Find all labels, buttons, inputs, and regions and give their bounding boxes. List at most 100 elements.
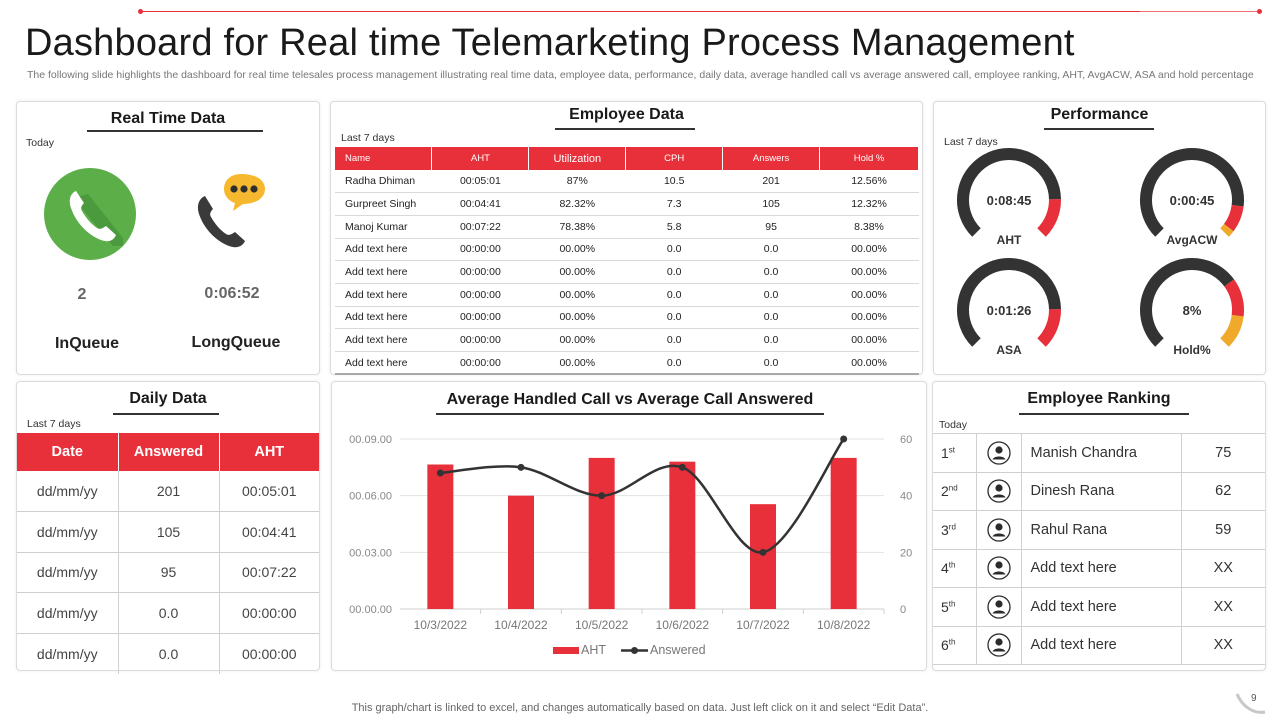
cell: 8.38% [819,215,919,239]
cell: Add text here [335,238,433,262]
avatar [976,510,1022,550]
user-avatar-icon [986,441,1011,465]
ranking-row: 5th Add text here XX [933,587,1265,627]
employee-data-period: Last 7 days [341,132,395,144]
gauge-value: 0:01:26 [987,303,1032,318]
bar-aht[interactable] [588,457,615,609]
answered-point[interactable] [840,435,848,443]
table-row: dd/mm/yy 95 00:07:22 [17,552,319,593]
table-row: Add text here 00:00:00 00.00% 0.0 0.0 00.00% [335,328,919,352]
x-axis-tick: 10/4/2022 [494,618,548,632]
cell: 0.0 [722,260,821,284]
answered-point[interactable] [678,463,686,471]
cell: 00.00% [528,238,627,262]
left-axis-tick: 00.06.00 [349,491,392,503]
employee-ranking-panel: Employee Ranking Today 1st Manish Chandra… [932,381,1266,671]
table-row: Add text here 00:00:00 00.00% 0.0 0.0 00.00% [335,351,919,376]
employee-name: Add text here [1021,549,1182,588]
rank-position: 6th [933,626,977,665]
left-axis-tick: 00.09.00 [349,434,392,446]
user-avatar-icon [986,633,1011,657]
title-underline [87,130,263,132]
cell: 95 [118,552,220,593]
table-row: Gurpreet Singh 00:04:41 82.32% 7.3 105 12.32% [335,192,919,216]
cell: 00:05:01 [219,471,319,512]
table-row: Add text here 00:00:00 00.00% 0.0 0.0 00.00% [335,306,919,330]
cell: 00.00% [819,328,919,352]
rank-suffix: nd [948,483,958,493]
table-row: Add text here 00:00:00 00.00% 0.0 0.0 00.00% [335,260,919,284]
cell: 78.38% [528,215,627,239]
cell: 00:04:41 [219,511,319,553]
cell: 0.0 [625,283,724,307]
user-avatar-icon [986,479,1011,503]
answered-point[interactable] [436,469,444,477]
header-aht: AHT [431,147,530,170]
header-date: Date [17,433,119,471]
gauge-accent [1220,223,1234,237]
gauge-value: 8% [1183,303,1202,318]
performance-panel: Performance Last 7 days 0:08:45 AHT 0:00:4… [933,101,1266,375]
header-name: Name [335,147,433,170]
cell: 0.0 [625,238,724,262]
gauge-accent [1223,204,1244,232]
employee-name: Dinesh Rana [1021,472,1182,511]
performance-gauges: 0:08:45 AHT 0:00:45 AvgACW 0:01:26 ASA 8% Hold% [957,148,1244,357]
rank-suffix: st [948,445,956,455]
cell: Add text here [335,328,433,352]
cell: 0.0 [722,306,821,330]
gauge-label: AHT [997,233,1022,247]
table-header-row: Date Answered AHT [17,433,319,471]
x-axis-tick: 10/5/2022 [575,618,629,632]
title-underline [1019,413,1189,415]
table-row: dd/mm/yy 201 00:05:01 [17,471,319,512]
cell: Add text here [335,260,433,284]
answered-point[interactable] [517,463,525,471]
cell: Add text here [335,283,433,307]
legend-aht-label: AHT [581,643,606,657]
employee-score: 59 [1181,510,1265,550]
bar-aht[interactable] [427,464,454,610]
title-underline [113,413,219,415]
x-axis-tick: 10/8/2022 [817,618,871,632]
employee-score: XX [1181,626,1265,665]
bar-aht[interactable] [669,461,696,609]
ranking-period: Today [939,419,968,431]
cell: 00.00% [528,351,627,376]
cell: 82.32% [528,192,627,216]
bar-aht[interactable] [508,495,534,609]
daily-data-table: Date Answered AHT dd/mm/yy 201 00:05:01 dd… [17,433,319,674]
bar-aht[interactable] [750,504,776,609]
table-row: Radha Dhiman 00:05:01 87% 10.5 201 12.56% [335,170,919,194]
cell: 00:00:00 [242,645,297,662]
cell: 00.00% [528,260,627,284]
ranking-row: 3rd Rahul Rana 59 [933,510,1265,550]
cell: Add text here [335,306,433,330]
cell: 0.0 [625,351,724,376]
bar-aht[interactable] [830,457,857,609]
rank-number: 1 [941,444,949,461]
in-queue-label: InQueue [54,335,119,352]
gauge-accent [1037,309,1061,347]
cell: 00:04:41 [431,192,530,216]
cell: 10.5 [625,170,724,194]
answered-point[interactable] [759,548,767,556]
answered-point[interactable] [598,492,606,500]
gauge-value: 0:08:45 [987,193,1032,208]
rank-suffix: th [948,599,956,609]
legend-answered-marker [631,647,638,654]
cell: dd/mm/yy [17,552,119,593]
cell: 00:05:01 [431,170,530,194]
cell: 00.00% [819,260,919,284]
cell: 00.00% [819,351,919,376]
employee-data-title: Employee Data [569,106,684,123]
avatar [976,626,1022,665]
x-axis-tick: 10/6/2022 [656,618,710,632]
gauge-asa: 0:01:26 ASA [957,258,1061,357]
gauge-label: AvgACW [1167,233,1219,247]
avatar [976,587,1022,627]
handled-vs-answered-chart[interactable]: Average Handled Call vs Average Call Ans… [332,382,928,672]
gauge-label: Hold% [1173,343,1211,357]
rank-number: 4 [941,560,949,577]
gauge-accent [1220,314,1244,347]
